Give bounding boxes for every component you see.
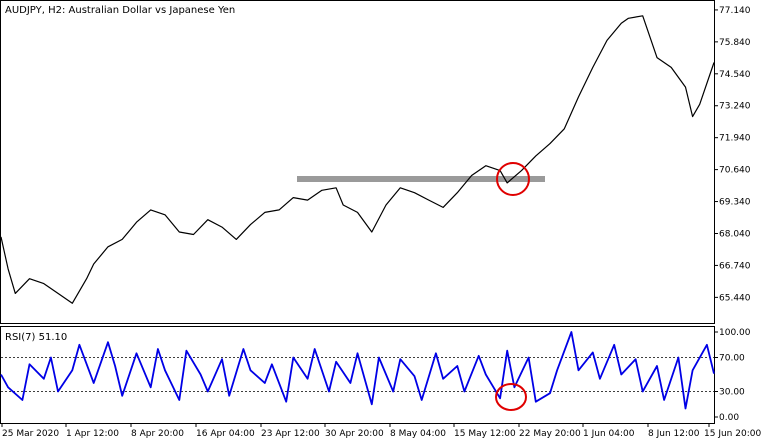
rsi-panel-frame (0, 326, 715, 424)
time-axis[interactable]: 25 Mar 2020 1 Apr 12:00 8 Apr 20:00 16 Apr … (1, 423, 761, 439)
time-tick-label: 1 Apr 12:00 (66, 429, 119, 439)
time-tick-label: 8 Jun 12:00 (648, 429, 700, 439)
price-tick-label: 66.740 (719, 261, 751, 271)
time-tick-label: 8 May 04:00 (390, 429, 446, 439)
rsi-highlight-circle (495, 383, 527, 411)
time-tick-label: 23 Apr 12:00 (261, 429, 320, 439)
price-tick-label: 73.240 (719, 102, 751, 112)
price-axis[interactable]: 77.140 75.840 74.540 73.240 71.940 70.640 69.3… (714, 6, 751, 303)
rsi-tick-label: 70.00 (719, 354, 745, 364)
price-panel-frame (0, 0, 715, 324)
price-tick-label: 74.540 (719, 70, 751, 80)
time-tick-label: 15 Jun 20:00 (704, 429, 761, 439)
rsi-tick-label: 0.00 (719, 413, 739, 423)
time-tick-label: 15 May 12:00 (454, 429, 516, 439)
price-tick-label: 71.940 (719, 134, 751, 144)
price-tick-label: 75.840 (719, 38, 751, 48)
time-tick-label: 8 Apr 20:00 (131, 429, 184, 439)
price-highlight-circle (496, 162, 530, 196)
time-tick-label: 16 Apr 04:00 (196, 429, 255, 439)
price-tick-label: 70.640 (719, 166, 751, 176)
price-tick-label: 65.440 (719, 293, 751, 303)
price-series-line (0, 15, 715, 304)
rsi-indicator-label: RSI(7) 51.10 (5, 332, 67, 343)
time-tick-label: 1 Jun 04:00 (583, 429, 635, 439)
rsi-reference-levels (1, 357, 714, 392)
support-level-band (297, 176, 545, 182)
rsi-tick-label: 100.00 (719, 328, 751, 338)
rsi-axis[interactable]: 100.00 70.00 30.00 0.00 (714, 328, 751, 423)
time-tick-label: 25 Mar 2020 (2, 429, 59, 439)
rsi-tick-label: 30.00 (719, 388, 745, 398)
price-tick-label: 77.140 (719, 6, 751, 16)
chart-symbol-title: AUDJPY, H2: Australian Dollar vs Japanes… (5, 5, 235, 16)
time-tick-label: 22 May 20:00 (519, 429, 581, 439)
price-tick-label: 69.340 (719, 198, 751, 208)
time-tick-label: 30 Apr 20:00 (325, 429, 384, 439)
rsi-series-line (0, 331, 715, 410)
price-tick-label: 68.040 (719, 229, 751, 239)
